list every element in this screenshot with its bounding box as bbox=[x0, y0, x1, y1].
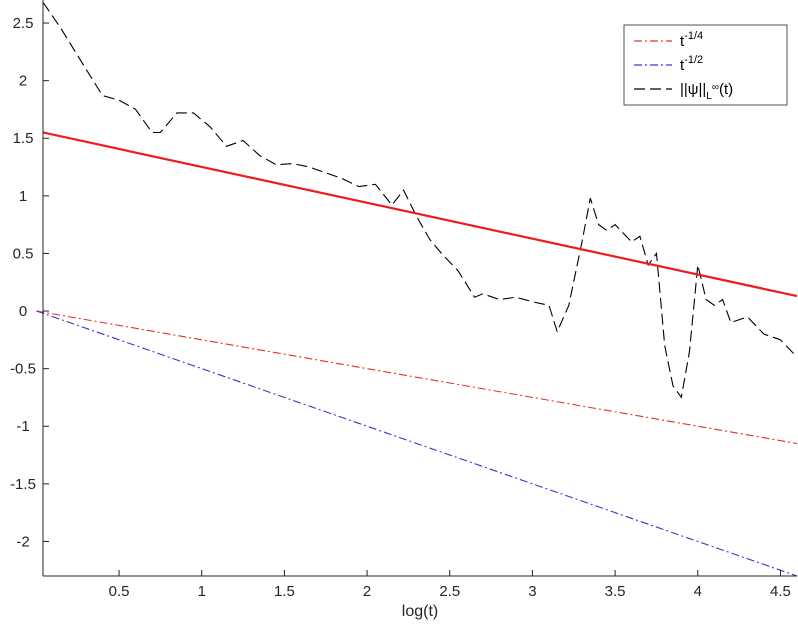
legend: t-1/4 t-1/2 ||ψ||L∞(t) bbox=[623, 24, 788, 106]
y-tick-label-9: 2 bbox=[19, 73, 27, 90]
series-line-1 bbox=[36, 310, 798, 445]
x-tick-label-4: 2 bbox=[363, 583, 371, 600]
x-tick-label-1: 0.5 bbox=[109, 583, 130, 600]
y-tick-label-1: -2 bbox=[16, 533, 29, 550]
y-tick-label-5: 0 bbox=[19, 303, 27, 320]
x-tick-label-9: 4.5 bbox=[770, 583, 791, 600]
y-tick-label-7: 1 bbox=[19, 188, 27, 205]
x-tick-label-5: 2.5 bbox=[439, 583, 460, 600]
x-tick-label-6: 3 bbox=[528, 583, 536, 600]
y-tick-label-6: 0.5 bbox=[13, 245, 34, 262]
fit-line bbox=[42, 131, 798, 298]
series-line-3 bbox=[42, 1, 798, 399]
legend-label-2: t-1/2 bbox=[680, 54, 703, 74]
series-layer bbox=[36, 1, 798, 577]
y-tick-label-8: 1.5 bbox=[13, 130, 34, 147]
axes-layer: 0.5 1 1.5 2 2.5 3 3.5 4 4.5 -2 -1.5 -1 -0.5 0 0.5 1 1.5 2… bbox=[10, 0, 797, 600]
legend-label-1: t-1/4 bbox=[680, 30, 703, 50]
x-tick-label-7: 3.5 bbox=[605, 583, 626, 600]
x-tick-label-8: 4 bbox=[694, 583, 702, 600]
series-line-2 bbox=[36, 310, 798, 577]
y-tick-label-4: -0.5 bbox=[10, 361, 36, 378]
y-tick-label-10: 2.5 bbox=[13, 15, 34, 32]
legend-label-3: ||ψ||L∞(t) bbox=[680, 81, 733, 102]
x-tick-label-3: 1.5 bbox=[274, 583, 295, 600]
x-axis-label: log(t) bbox=[402, 603, 438, 620]
x-tick-label-2: 1 bbox=[198, 583, 206, 600]
y-tick-label-3: -1 bbox=[16, 418, 29, 435]
y-tick-label-2: -1.5 bbox=[10, 476, 36, 493]
